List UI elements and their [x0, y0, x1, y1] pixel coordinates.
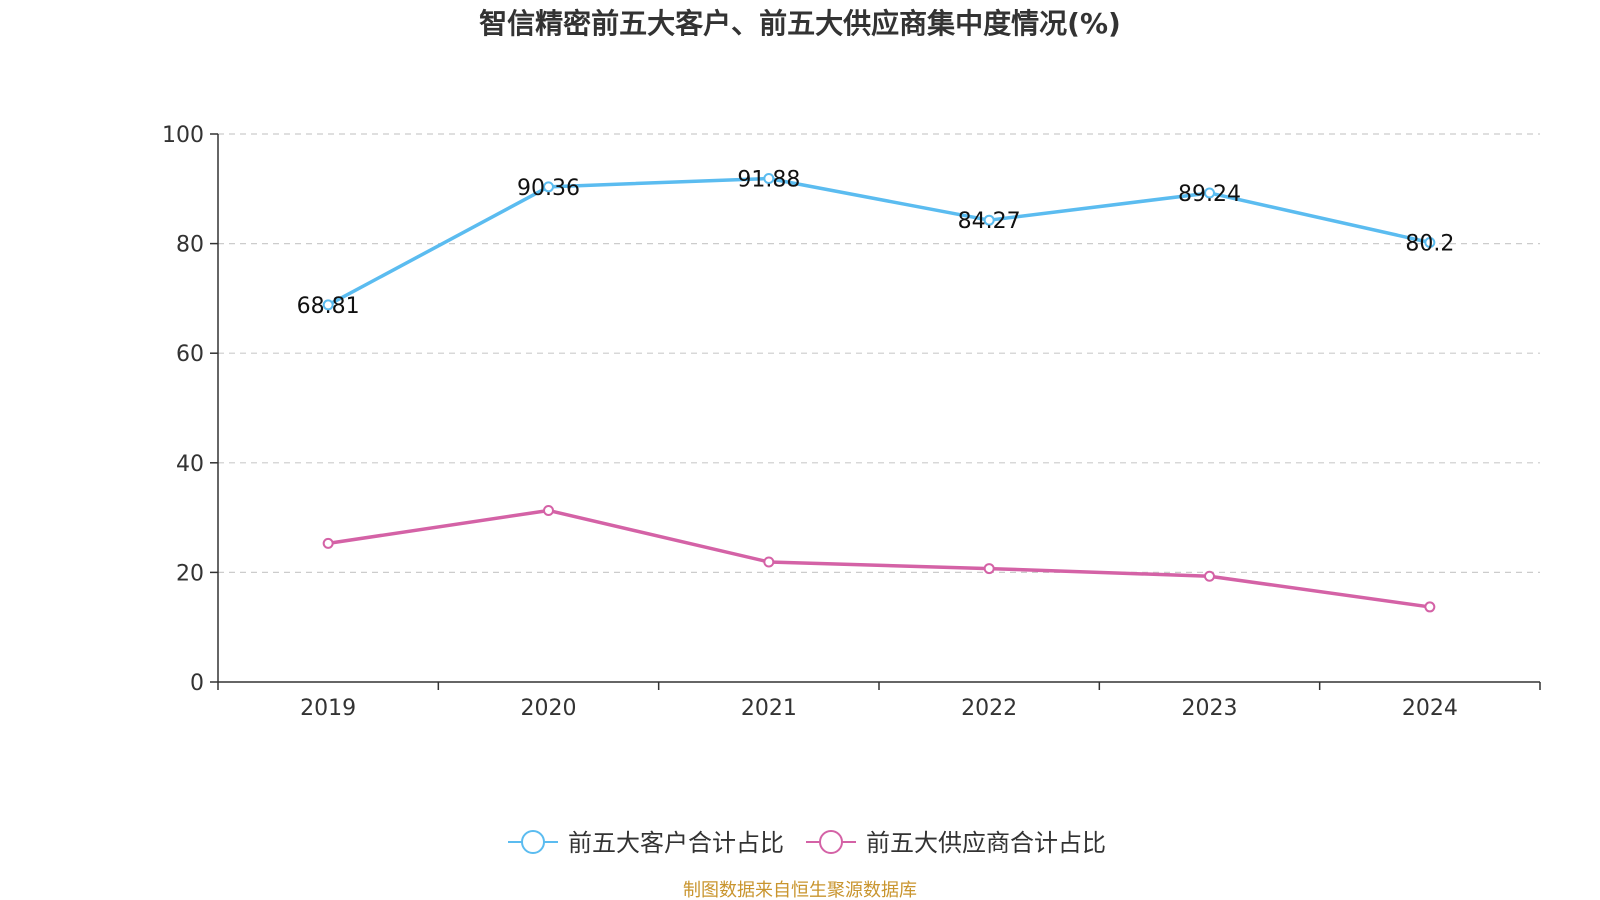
data-point[interactable]: [983, 563, 995, 575]
y-tick-label: 20: [176, 561, 204, 586]
data-point[interactable]: [543, 181, 554, 193]
axes: 0 20 40 60 80 100 2019 2020 2021 2022 2023 2024: [162, 123, 1541, 721]
y-tick-label: 0: [190, 671, 204, 696]
data-label: 68.81: [297, 294, 360, 319]
chart-title: 智信精密前五大客户、前五大供应商集中度情况(%): [479, 7, 1121, 40]
data-labels: 68.81 90.36 91.88 84.27 89.24 80.2: [297, 167, 1455, 318]
data-point[interactable]: [543, 504, 554, 516]
y-tick-label: 100: [162, 123, 204, 148]
legend-item-1[interactable]: 前五大客户合计占比: [508, 829, 784, 857]
x-tick-label: 2022: [961, 696, 1017, 721]
data-label: 80.2: [1405, 232, 1454, 257]
data-point[interactable]: [983, 214, 995, 226]
data-label: 84.27: [958, 209, 1021, 234]
x-tick-label: 2024: [1402, 696, 1458, 721]
data-point[interactable]: [1204, 570, 1215, 582]
x-tick-label: 2021: [741, 696, 797, 721]
legend[interactable]: 前五大客户合计占比 前五大供应商合计占比: [508, 829, 1106, 857]
data-point[interactable]: [322, 537, 334, 549]
series-line-1: [327, 176, 1431, 307]
legend-item-2[interactable]: 前五大供应商合计占比: [806, 829, 1106, 857]
data-point[interactable]: [1424, 237, 1436, 249]
series-line-2: [327, 508, 1431, 609]
data-label: 91.88: [737, 167, 800, 192]
source-note: 制图数据来自恒生聚源数据库: [683, 880, 917, 900]
data-point[interactable]: [763, 556, 775, 568]
grid-lines: [218, 133, 1540, 574]
data-point[interactable]: [763, 172, 775, 184]
legend-label: 前五大客户合计占比: [568, 829, 784, 857]
series-group: [322, 172, 1436, 613]
x-tick-label: 2019: [300, 696, 356, 721]
legend-marker: [521, 830, 545, 854]
data-label: 90.36: [517, 176, 580, 201]
x-tick-label: 2020: [521, 696, 577, 721]
x-tick-label: 2023: [1182, 696, 1238, 721]
data-label: 89.24: [1178, 182, 1241, 207]
y-tick-label: 80: [176, 233, 204, 258]
y-tick-label: 40: [176, 452, 204, 477]
data-point[interactable]: [322, 299, 334, 311]
legend-marker: [819, 830, 843, 854]
legend-label: 前五大供应商合计占比: [866, 829, 1106, 857]
data-point[interactable]: [1204, 187, 1215, 199]
data-point[interactable]: [1424, 601, 1436, 613]
y-tick-label: 60: [176, 342, 204, 367]
